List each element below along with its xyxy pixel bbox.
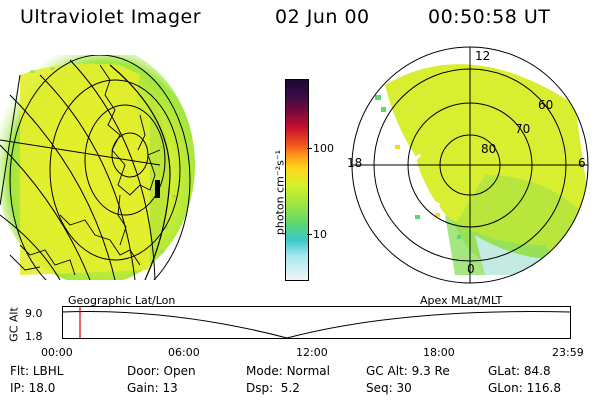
- info-key: Flt:: [10, 364, 29, 378]
- timeline-x-tick-1: 06:00: [168, 346, 200, 359]
- info-value: 18.0: [28, 381, 56, 395]
- timeline-x-tick-3: 18:00: [423, 346, 455, 359]
- mlt-label-0: 0: [467, 262, 475, 276]
- timeline-y-tick-1.8: 1.8: [25, 330, 43, 343]
- mlt-label-18: 18: [347, 156, 362, 170]
- timeline-y-label: GC Alt: [7, 307, 21, 342]
- info-value: 30: [396, 381, 412, 395]
- apex-label: Apex MLat/MLT: [420, 294, 503, 307]
- info-key: IP:: [10, 381, 25, 395]
- lat-label-70: 70: [515, 122, 530, 136]
- time-label: 00:50:58 UT: [428, 6, 551, 28]
- mlt-label-12: 12: [475, 49, 490, 63]
- info-key: Door:: [127, 364, 160, 378]
- instrument-title: Ultraviolet Imager: [20, 6, 202, 28]
- colorbar-tick-100: 100: [313, 142, 334, 155]
- colorbar-unit-label: photon cm⁻²s⁻¹: [273, 149, 287, 236]
- info-key: GLon:: [488, 381, 523, 395]
- info-key: Gain:: [127, 381, 159, 395]
- timeline-plot: [61, 306, 571, 339]
- colorbar-tick-10: 10: [313, 228, 327, 241]
- info-value: 13: [162, 381, 178, 395]
- mlt-label-6: 6: [578, 156, 586, 170]
- info-key: GLat:: [488, 364, 521, 378]
- info-value: 5.2: [280, 381, 300, 395]
- timeline-y-tick-9: 9.0: [25, 307, 43, 320]
- lat-label-80: 80: [481, 142, 496, 156]
- lat-label-60: 60: [538, 98, 553, 112]
- timeline-x-tick-4: 23:59: [552, 346, 584, 359]
- info-value: Open: [163, 364, 196, 378]
- info-key: Dsp:: [246, 381, 274, 395]
- globe-image: [0, 55, 195, 280]
- geographic-label: Geographic Lat/Lon: [68, 294, 176, 307]
- date-label: 02 Jun 00: [275, 6, 370, 28]
- timeline-x-tick-2: 12:00: [296, 346, 328, 359]
- polar-plot: 12 0 18 6 80 70 60: [347, 46, 589, 284]
- info-key: Mode:: [246, 364, 283, 378]
- info-value: 9.3 Re: [411, 364, 450, 378]
- timeline-x-tick-0: 00:00: [41, 346, 73, 359]
- info-key: GC Alt:: [366, 364, 408, 378]
- info-value: Normal: [286, 364, 330, 378]
- info-key: Seq:: [366, 381, 393, 395]
- info-value: 84.8: [523, 364, 551, 378]
- info-value: 116.8: [526, 381, 561, 395]
- colorbar: [285, 79, 309, 281]
- info-value: LBHL: [32, 364, 64, 378]
